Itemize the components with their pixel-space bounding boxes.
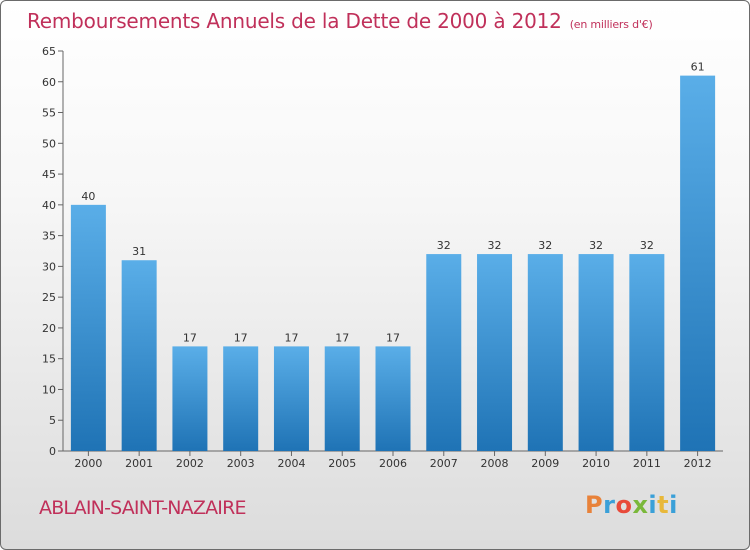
bar-2006 xyxy=(375,346,411,451)
data-label-2009: 32 xyxy=(538,239,552,252)
y-tick-label: 5 xyxy=(49,414,56,427)
bar-2007 xyxy=(426,254,462,451)
x-tick-label-2012: 2012 xyxy=(684,457,712,470)
commune-name: ABLAIN-SAINT-NAZAIRE xyxy=(39,497,247,519)
chart-subtitle: (en milliers d'€) xyxy=(569,18,653,31)
data-label-2000: 40 xyxy=(81,190,95,203)
y-tick-label: 50 xyxy=(42,137,56,150)
bar-2001 xyxy=(121,260,157,451)
data-label-2010: 32 xyxy=(589,239,603,252)
bar-2003 xyxy=(223,346,259,451)
x-tick-label-2009: 2009 xyxy=(531,457,559,470)
logo-letter: i xyxy=(648,491,658,519)
x-tick-label-2000: 2000 xyxy=(74,457,102,470)
bar-2008 xyxy=(477,254,513,451)
x-tick-label-2008: 2008 xyxy=(481,457,509,470)
x-tick-label-2007: 2007 xyxy=(430,457,458,470)
bar-2000 xyxy=(70,204,106,451)
y-tick-label: 40 xyxy=(42,199,56,212)
bar-2012 xyxy=(680,75,716,451)
y-tick-label: 35 xyxy=(42,230,56,243)
x-tick-label-2006: 2006 xyxy=(379,457,407,470)
x-tick-label-2003: 2003 xyxy=(227,457,255,470)
bars: 40 31 17 17 17 17 17 32 32 32 32 32 61 xyxy=(70,61,716,451)
axes: 0 5 10 15 20 25 30 35 40 45 50 55 60 65 2000 2001 2002 20… xyxy=(42,45,723,470)
x-tick-label-2001: 2001 xyxy=(125,457,153,470)
bar-2011 xyxy=(629,254,665,451)
logo-letter: P xyxy=(585,491,604,519)
x-tick-label-2004: 2004 xyxy=(277,457,305,470)
y-tick-label: 10 xyxy=(42,383,56,396)
y-tick-label: 45 xyxy=(42,168,56,181)
y-tick-label: 60 xyxy=(42,76,56,89)
data-label-2008: 32 xyxy=(488,239,502,252)
data-label-2006: 17 xyxy=(386,331,400,344)
proxiti-logo[interactable]: Proxiti xyxy=(585,491,678,519)
y-tick-label: 30 xyxy=(42,260,56,273)
data-label-2002: 17 xyxy=(183,331,197,344)
logo-letter: i xyxy=(669,491,678,519)
y-tick-label: 25 xyxy=(42,291,56,304)
logo-letter: t xyxy=(657,491,670,519)
y-tick-label: 55 xyxy=(42,107,56,120)
data-label-2003: 17 xyxy=(234,331,248,344)
logo-letter: r xyxy=(603,491,616,519)
logo-letter: o xyxy=(615,491,633,519)
bar-2010 xyxy=(578,254,614,451)
chart-title-text: Remboursements Annuels de la Dette de 20… xyxy=(27,9,562,33)
data-label-2007: 32 xyxy=(437,239,451,252)
bar-2005 xyxy=(324,346,360,451)
x-tick-label-2011: 2011 xyxy=(633,457,661,470)
bar-2009 xyxy=(527,254,563,451)
chart-title: Remboursements Annuels de la Dette de 20… xyxy=(27,9,653,33)
data-label-2012: 61 xyxy=(691,61,705,74)
y-tick-label: 20 xyxy=(42,322,56,335)
bar-2002 xyxy=(172,346,208,451)
y-tick-label: 65 xyxy=(42,45,56,58)
x-tick-label-2002: 2002 xyxy=(176,457,204,470)
y-tick-label: 15 xyxy=(42,353,56,366)
logo-letter: x xyxy=(632,491,649,519)
data-label-2005: 17 xyxy=(335,331,349,344)
x-tick-label-2005: 2005 xyxy=(328,457,356,470)
data-label-2001: 31 xyxy=(132,245,146,258)
x-tick-label-2010: 2010 xyxy=(582,457,610,470)
y-tick-label: 0 xyxy=(49,445,56,458)
data-label-2011: 32 xyxy=(640,239,654,252)
bar-2004 xyxy=(273,346,309,451)
data-label-2004: 17 xyxy=(284,331,298,344)
